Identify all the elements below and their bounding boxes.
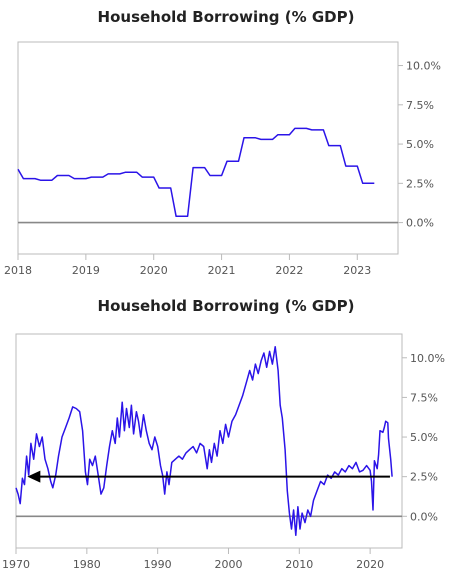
series-line [15, 345, 393, 537]
y-tick-label: 0.0% [406, 217, 434, 230]
x-tick-label: 2000 [214, 558, 242, 571]
x-tick-label: 2019 [72, 264, 100, 277]
y-tick-label: 2.5% [406, 177, 434, 190]
plot-frame [15, 333, 403, 549]
y-tick-label: 5.0% [406, 138, 434, 151]
x-tick-label: 2022 [275, 264, 303, 277]
x-tick-label: 2010 [285, 558, 313, 571]
x-tick-label: 2018 [4, 264, 32, 277]
y-tick-label: 7.5% [410, 391, 438, 404]
x-tick-label: 1980 [73, 558, 101, 571]
x-tick-label: 2021 [208, 264, 236, 277]
x-tick-label: 2023 [343, 264, 371, 277]
y-tick-label: 0.0% [410, 510, 438, 523]
chart-title-top: Household Borrowing (% GDP) [97, 8, 355, 26]
y-tick-label: 2.5% [410, 471, 438, 484]
x-tick-label: 2020 [356, 558, 384, 571]
y-tick-label: 10.0% [406, 60, 441, 73]
arrow-head [27, 470, 41, 483]
y-tick-label: 5.0% [410, 431, 438, 444]
plot-frame [17, 41, 399, 255]
chart-title-bottom: Household Borrowing (% GDP) [97, 297, 355, 315]
x-tick-label: 1970 [2, 558, 30, 571]
chart-top: 0.0% 2.5% 5.0% 7.5% 10.0% 2018 2019 2020 2021 202… [4, 41, 441, 277]
x-tick-label: 2020 [140, 264, 168, 277]
y-tick-label: 10.0% [410, 352, 445, 365]
series-line [17, 127, 375, 218]
y-tick-label: 7.5% [406, 99, 434, 112]
x-tick-label: 1990 [144, 558, 172, 571]
